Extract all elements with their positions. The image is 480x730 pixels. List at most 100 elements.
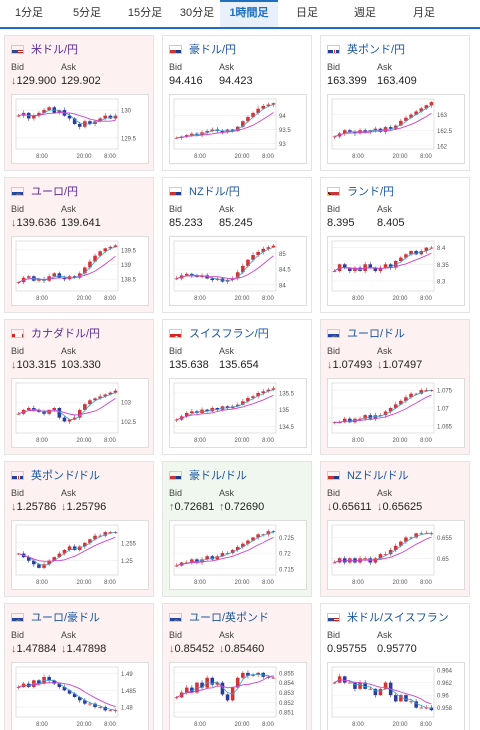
ask-label: Ask	[61, 62, 77, 72]
pair-name[interactable]: 豪ドル/ドル	[189, 470, 248, 482]
x-tick-label: 8:00	[36, 438, 48, 444]
candle-body	[342, 558, 347, 563]
pair-name[interactable]: ランド/円	[347, 186, 395, 198]
pair-name[interactable]: ユーロ/英ポンド	[189, 612, 270, 624]
candle-body	[429, 247, 434, 249]
candle-body	[67, 546, 72, 550]
pair-name[interactable]: スイスフラン/円	[189, 328, 269, 340]
rate-card[interactable]: 米ドル/スイスフラン Bid Ask 0.95755 0.95770 0.964 0.962…	[320, 603, 470, 730]
pair-name[interactable]: ユーロ/豪ドル	[31, 612, 101, 624]
candle-body	[42, 564, 46, 568]
rate-card[interactable]: 米ドル/円 Bid Ask ↓129.900 129.902 130 129.5 8:00 20…	[4, 35, 154, 171]
rate-card[interactable]: NZドル/円 Bid Ask 85.233 85.245 85 84.5 84 8:00 20:0…	[162, 177, 312, 313]
candlestick-chart[interactable]: 94 93.5 93 8:00 20:00 8:00	[169, 94, 307, 164]
candlestick-chart[interactable]: 0.855 0.854 0.853 0.852 0.851 8:00 20:00 8:00	[169, 662, 307, 730]
tab-6[interactable]: 週足	[354, 7, 376, 19]
ask-label: Ask	[219, 630, 235, 640]
candle-body	[348, 418, 352, 423]
rate-card[interactable]: 豪ドル/ドル Bid Ask ↑0.72681 ↑0.72690 0.725 0.72 0.7…	[162, 461, 312, 597]
tab-2[interactable]: 15分足	[127, 7, 163, 19]
candle-body	[26, 408, 31, 410]
au-flag-icon	[169, 470, 182, 480]
candle-body	[383, 264, 388, 268]
rate-card[interactable]: ユーロ/豪ドル Bid Ask ↓1.47884 ↓1.47898 1.49 1.485 1.…	[4, 603, 154, 730]
x-tick-label: 20:00	[76, 722, 92, 728]
y-tick-label: 139	[121, 263, 132, 269]
x-tick-label: 8:00	[420, 438, 432, 444]
pair-name[interactable]: ユーロ/ドル	[347, 328, 406, 340]
rate-card[interactable]: スイスフラン/円 Bid Ask 135.638 135.654 135.5 135 134.…	[162, 319, 312, 455]
pair-name[interactable]: NZドル/円	[189, 186, 240, 198]
rate-card[interactable]: 豪ドル/円 Bid Ask 94.416 94.423 94 93.5 93 8:00 20:00…	[162, 35, 312, 171]
candlestick-chart[interactable]: 1.49 1.485 1.48 8:00 20:00 8:00	[11, 662, 149, 730]
ask-number: 85.245	[219, 217, 253, 229]
x-tick-label: 20:00	[76, 580, 92, 586]
pair-name[interactable]: ユーロ/円	[31, 186, 79, 198]
candlestick-chart[interactable]: 8.4 8.35 8.3 8:00 20:00 8:00	[327, 236, 465, 306]
rate-card[interactable]: ユーロ/円 Bid Ask ↓139.636 139.641 139.5 139 138.5 8…	[4, 177, 154, 313]
x-tick-label: 8:00	[194, 580, 206, 586]
candle-body	[241, 672, 245, 678]
plot-frame	[173, 382, 277, 434]
rate-card[interactable]: NZドル/ドル Bid Ask ↓0.65611 ↓0.65625 0.655 0.65 8:…	[320, 461, 470, 597]
candle-body	[368, 264, 373, 268]
ask-number: 0.65625	[382, 501, 423, 513]
tab-4[interactable]: 1時間足	[220, 0, 278, 27]
candlestick-chart[interactable]: 163 162.5 162 8:00 20:00 8:00	[327, 94, 465, 164]
candle-body	[103, 394, 108, 397]
candlestick-chart[interactable]: 139.5 139 138.5 8:00 20:00 8:00	[11, 236, 149, 306]
pair-name[interactable]: 米ドル/円	[31, 44, 79, 56]
ask-label: Ask	[61, 630, 77, 640]
rate-card[interactable]: カナダドル/円 Bid Ask ↓103.315 103.330 103 102.5 8:00…	[4, 319, 154, 455]
x-tick-label: 8:00	[194, 438, 206, 444]
tab-0[interactable]: 1分足	[14, 7, 44, 19]
ask-label: Ask	[219, 204, 235, 214]
tab-5[interactable]: 日足	[296, 7, 318, 19]
card-title: 米ドル/円	[11, 42, 78, 56]
rate-card[interactable]: ユーロ/英ポンド Bid Ask ↓0.85452 ↓0.85460 0.855 0.854…	[162, 603, 312, 730]
candlestick-chart[interactable]: 1.255 1.25 8:00 20:00 8:00	[11, 520, 149, 590]
tab-7[interactable]: 月足	[413, 7, 435, 19]
rate-card[interactable]: 英ポンド/ドル Bid Ask ↓1.25786 ↓1.25796 1.255 1.25 8:…	[4, 461, 154, 597]
candlestick-chart[interactable]: 130 129.5 8:00 20:00 8:00	[11, 94, 149, 164]
candlestick-chart[interactable]: 1.075 1.07 1.065 8:00 20:00 8:00	[327, 378, 465, 448]
candle-body	[215, 556, 220, 560]
bid-value: 135.638	[169, 359, 209, 371]
bid-value: 8.395	[327, 217, 355, 229]
candlestick-chart[interactable]: 0.655 0.65 8:00 20:00 8:00	[327, 520, 465, 590]
candle-body	[184, 413, 189, 417]
pair-name[interactable]: 英ポンド/ドル	[31, 470, 101, 482]
y-tick-label: 0.853	[279, 691, 295, 697]
candlestick-chart[interactable]: 103 102.5 8:00 20:00 8:00	[11, 378, 149, 448]
candlestick-chart[interactable]: 0.964 0.962 0.96 0.958 8:00 20:00 8:00	[327, 662, 465, 730]
tab-3[interactable]: 30分足	[179, 7, 215, 19]
y-tick-label: 8.3	[437, 280, 446, 286]
candle-body	[246, 398, 250, 402]
plot-frame	[15, 98, 119, 150]
pair-name[interactable]: カナダドル/円	[31, 328, 101, 340]
pair-name[interactable]: 米ドル/スイスフラン	[347, 612, 449, 624]
pair-name[interactable]: NZドル/ドル	[347, 470, 409, 482]
candle-body	[368, 415, 373, 419]
x-tick-label: 8:00	[36, 580, 48, 586]
rate-card[interactable]: 英ポンド/円 Bid Ask 163.399 163.409 163 162.5 162 8:0…	[320, 35, 470, 171]
candlestick-chart[interactable]: 0.725 0.72 0.715 8:00 20:00 8:00	[169, 520, 307, 590]
candlestick-chart[interactable]: 85 84.5 84 8:00 20:00 8:00	[169, 236, 307, 306]
bid-label: Bid	[11, 630, 25, 640]
candle-body	[16, 282, 21, 283]
x-tick-label: 8:00	[104, 438, 116, 444]
pair-name[interactable]: 豪ドル/円	[189, 44, 237, 56]
candle-body	[42, 110, 46, 113]
x-tick-label: 8:00	[104, 722, 116, 728]
pair-name[interactable]: 英ポンド/円	[347, 44, 406, 56]
candle-body	[174, 697, 179, 699]
card-title: 米ドル/スイスフラン	[327, 610, 449, 624]
y-tick-label: 135.5	[279, 392, 295, 398]
candlestick-chart[interactable]: 135.5 135 134.5 8:00 20:00 8:00	[169, 378, 307, 448]
plot-frame	[15, 524, 119, 576]
tab-1[interactable]: 5分足	[72, 7, 102, 19]
candle-body	[72, 276, 77, 278]
rate-card[interactable]: ユーロ/ドル Bid Ask ↓1.07493 ↓1.07497 1.075 1.07 1.0…	[320, 319, 470, 455]
rate-card[interactable]: ランド/円 Bid Ask 8.395 8.405 8.4 8.35 8.3 8:00 20:00…	[320, 177, 470, 313]
candle-body	[419, 251, 424, 255]
